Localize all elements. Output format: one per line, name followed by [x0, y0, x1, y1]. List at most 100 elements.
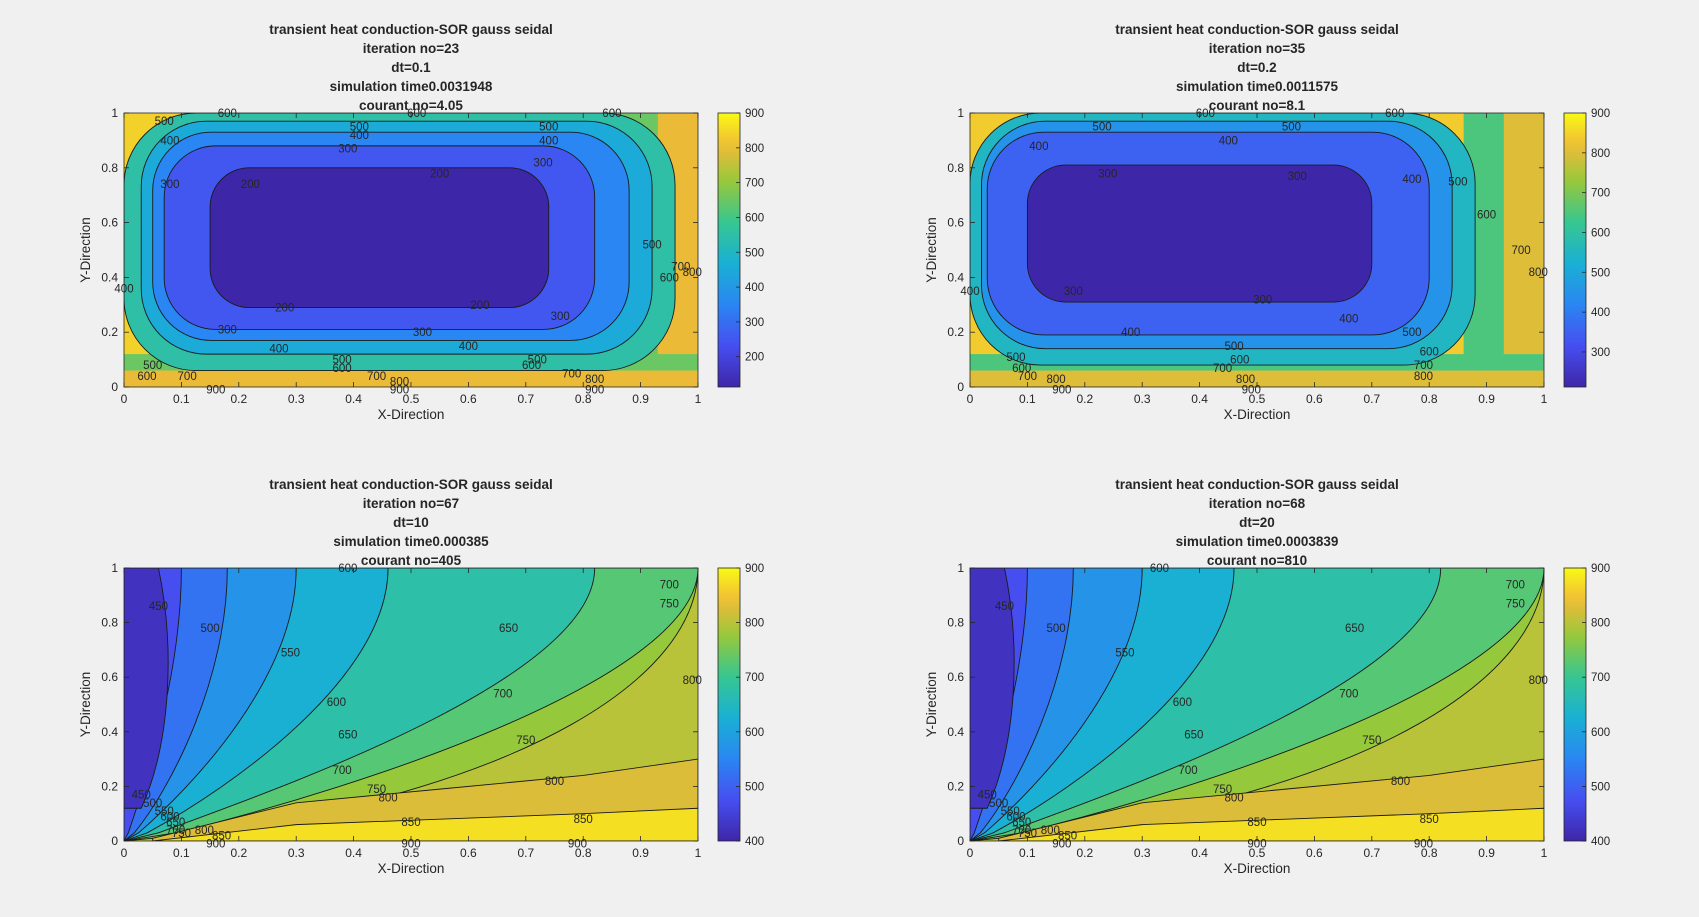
- x-tick-label-2: 0.2: [230, 846, 247, 860]
- colorbar-tick-label-3: 700: [1591, 672, 1610, 684]
- colorbar-tick-label-3: 600: [1591, 227, 1610, 239]
- contour-label-5: 500: [539, 122, 558, 134]
- y-tick-label-0: 0: [957, 834, 964, 848]
- contour-label-24: 650: [1012, 817, 1031, 829]
- colorbar: [1563, 112, 1587, 388]
- contour-label-6: 750: [660, 598, 679, 610]
- contour-label-1: 600: [1385, 108, 1404, 120]
- title-line-2: iteration no=68: [1209, 496, 1306, 511]
- contour-label-16: 400: [1121, 327, 1140, 339]
- contour-label-29: 600: [137, 371, 156, 383]
- contour-label-19: 900: [1414, 839, 1433, 851]
- contour-label-13: 750: [1213, 784, 1232, 796]
- colorbar-tick-label-5: 800: [1591, 148, 1610, 160]
- x-tick-label-4: 0.4: [1191, 846, 1208, 860]
- x-tick-label-1: 0.1: [173, 846, 190, 860]
- contour-label-26: 750: [1018, 828, 1037, 840]
- contour-label-29: 900: [1052, 839, 1071, 851]
- y-tick-label-4: 0.8: [101, 161, 118, 175]
- plot-area: [124, 113, 698, 387]
- x-tick-label-0: 0: [967, 392, 974, 406]
- contour-label-7: 400: [350, 130, 369, 142]
- title-line-5: courant no=810: [1207, 553, 1307, 568]
- contour-label-10: 600: [1477, 209, 1496, 221]
- contour-label-23: 300: [551, 311, 570, 323]
- y-tick-label-2: 0.4: [101, 270, 118, 284]
- colorbar: [717, 112, 741, 388]
- x-tick-label-0: 0: [967, 846, 974, 860]
- plot-area: [970, 568, 1544, 841]
- x-tick-label-0: 0: [121, 846, 128, 860]
- x-tick-label-4: 0.4: [1191, 392, 1208, 406]
- band-right-hotter: [1503, 113, 1544, 387]
- colorbar-tick-label-5: 700: [745, 178, 764, 190]
- contour-label-4: 400: [1029, 141, 1048, 153]
- contour-label-9: 500: [1448, 177, 1467, 189]
- contour-label-2: 500: [1047, 623, 1066, 635]
- x-tick-label-2: 0.2: [230, 392, 247, 406]
- contour-label-8: 600: [327, 697, 346, 709]
- x-tick-label-8: 0.8: [1421, 392, 1438, 406]
- contour-label-4: 650: [1345, 623, 1364, 635]
- contour-label-2: 500: [201, 623, 220, 635]
- title-line-2: iteration no=67: [363, 496, 459, 511]
- x-tick-label-7: 0.7: [517, 392, 534, 406]
- contour-bottom-band-1: [998, 807, 1544, 841]
- x-tick-label-2: 0.2: [1076, 846, 1093, 860]
- contour-label-21: 300: [218, 324, 237, 336]
- colorbar: [717, 567, 741, 842]
- contour-label-0: 600: [338, 563, 357, 575]
- x-tick-label-8: 0.8: [575, 392, 592, 406]
- y-tick-label-5: 1: [111, 561, 118, 575]
- contour-label-29: 900: [206, 839, 225, 851]
- contour-label-13: 750: [367, 784, 386, 796]
- contour-label-30: 600: [333, 363, 352, 375]
- y-tick-label-5: 1: [111, 106, 118, 120]
- contour-label-25: 400: [459, 341, 478, 353]
- y-tick-label-2: 0.4: [947, 270, 964, 284]
- colorbar-tick-label-1: 500: [1591, 781, 1610, 793]
- contour-label-8: 400: [1402, 174, 1421, 186]
- x-tick-label-10: 1: [695, 392, 702, 406]
- contour-label-5: 700: [660, 579, 679, 591]
- contour-label-10: 300: [533, 157, 552, 169]
- x-tick-label-9: 0.9: [632, 846, 649, 860]
- y-tick-label-5: 1: [957, 106, 964, 120]
- contour-label-32: 700: [178, 371, 197, 383]
- contour-label-22: 550: [1001, 806, 1020, 818]
- contour-label-5: 700: [1506, 579, 1525, 591]
- contour-label-20: 200: [470, 300, 489, 312]
- x-tick-label-6: 0.6: [460, 392, 477, 406]
- x-tick-label-8: 0.8: [1421, 846, 1438, 860]
- contour-label-13: 200: [430, 168, 449, 180]
- title-line-5: courant no=4.05: [359, 98, 463, 113]
- contour-label-23: 600: [1420, 346, 1439, 358]
- contour-label-23: 600: [1006, 811, 1025, 823]
- contour-label-34: 700: [562, 368, 581, 380]
- contour-label-25: 700: [166, 825, 185, 837]
- contour-label-12: 700: [1179, 765, 1198, 777]
- x-axis-label: X-Direction: [378, 861, 445, 876]
- x-tick-label-3: 0.3: [288, 392, 305, 406]
- title-line-5: courant no=8.1: [1209, 98, 1306, 113]
- y-tick-label-4: 0.8: [947, 161, 964, 175]
- contour-label-22: 550: [155, 806, 174, 818]
- contour-label-27: 500: [333, 355, 352, 367]
- contour-label-19: 200: [275, 303, 294, 315]
- contour-label-37: 900: [206, 385, 225, 397]
- contour-label-27: 800: [1041, 825, 1060, 837]
- colorbar-tick-label-0: 400: [745, 836, 764, 848]
- y-tick-label-2: 0.4: [947, 725, 964, 739]
- contour-label-16: 850: [401, 817, 420, 829]
- contour-label-1: 450: [995, 601, 1014, 613]
- y-axis-label: Y-Direction: [924, 672, 939, 738]
- contour-label-2: 500: [1092, 122, 1111, 134]
- contour-bottom-band-1: [152, 807, 698, 841]
- y-tick-label-0: 0: [111, 380, 118, 394]
- contour-label-7: 800: [683, 675, 702, 687]
- colorbar: [1563, 567, 1587, 842]
- colorbar-tick-label-4: 800: [1591, 618, 1610, 630]
- x-tick-label-3: 0.3: [1134, 392, 1151, 406]
